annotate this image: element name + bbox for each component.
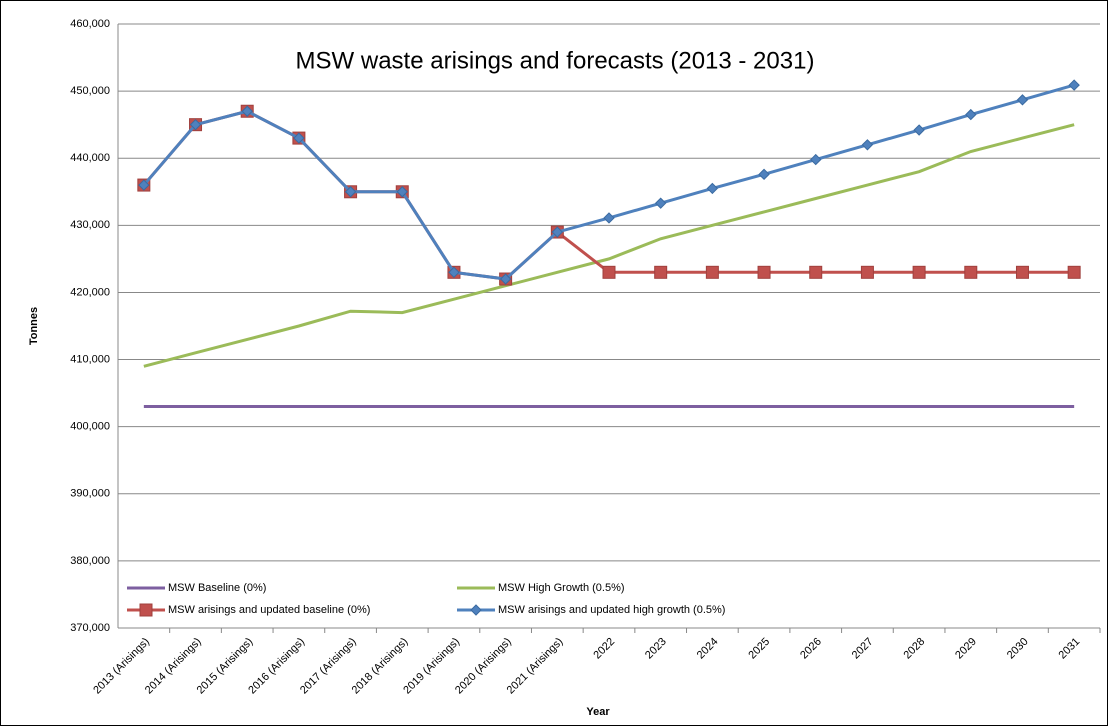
point-marker: [293, 132, 305, 144]
y-tick-label: 460,000: [70, 18, 110, 30]
point-marker: [965, 108, 977, 121]
y-tick-label: 440,000: [70, 152, 110, 164]
point-marker: [810, 153, 822, 166]
series-line: [143, 123, 1075, 368]
point-marker: [344, 186, 357, 198]
point-marker: [603, 212, 615, 224]
point-marker: [912, 265, 926, 279]
y-tick-label: 390,000: [70, 488, 110, 500]
point-marker: [241, 105, 253, 117]
y-tick-label: 380,000: [70, 555, 110, 567]
point-marker: [602, 265, 616, 279]
legend-label: MSW arisings and updated baseline (0%): [168, 604, 370, 616]
point-marker: [448, 266, 460, 279]
y-tick-label: 400,000: [70, 421, 110, 433]
point-marker: [758, 168, 770, 181]
legend-label: MSW High Growth (0.5%): [498, 582, 625, 594]
point-marker: [913, 124, 925, 136]
y-tick-label: 450,000: [70, 85, 110, 97]
point-marker: [189, 118, 202, 131]
point-marker: [964, 265, 978, 279]
point-marker: [1016, 94, 1029, 106]
point-marker: [809, 265, 823, 279]
point-marker: [138, 179, 150, 191]
point-marker: [654, 197, 667, 209]
point-marker: [499, 273, 512, 285]
point-marker: [654, 265, 668, 279]
chart-title: MSW waste arisings and forecasts (2013 -…: [296, 47, 815, 74]
point-marker: [1068, 79, 1080, 91]
y-axis-title: Tonnes: [28, 307, 40, 345]
point-marker: [139, 603, 153, 617]
point-marker: [470, 604, 482, 616]
legend-label: MSW Baseline (0%): [168, 582, 266, 594]
y-tick-label: 430,000: [70, 219, 110, 231]
point-marker: [705, 265, 719, 279]
x-axis-title: Year: [586, 706, 610, 718]
point-marker: [396, 186, 408, 198]
point-marker: [860, 265, 874, 279]
point-marker: [706, 182, 719, 195]
y-tick-label: 410,000: [70, 353, 110, 365]
y-tick-label: 370,000: [70, 622, 110, 634]
point-marker: [551, 226, 564, 238]
point-marker: [757, 265, 771, 279]
legend-label: MSW arisings and updated high growth (0.…: [498, 604, 725, 616]
point-marker: [1015, 265, 1029, 279]
point-marker: [1067, 265, 1081, 279]
y-tick-label: 420,000: [70, 286, 110, 298]
point-marker: [861, 139, 874, 151]
